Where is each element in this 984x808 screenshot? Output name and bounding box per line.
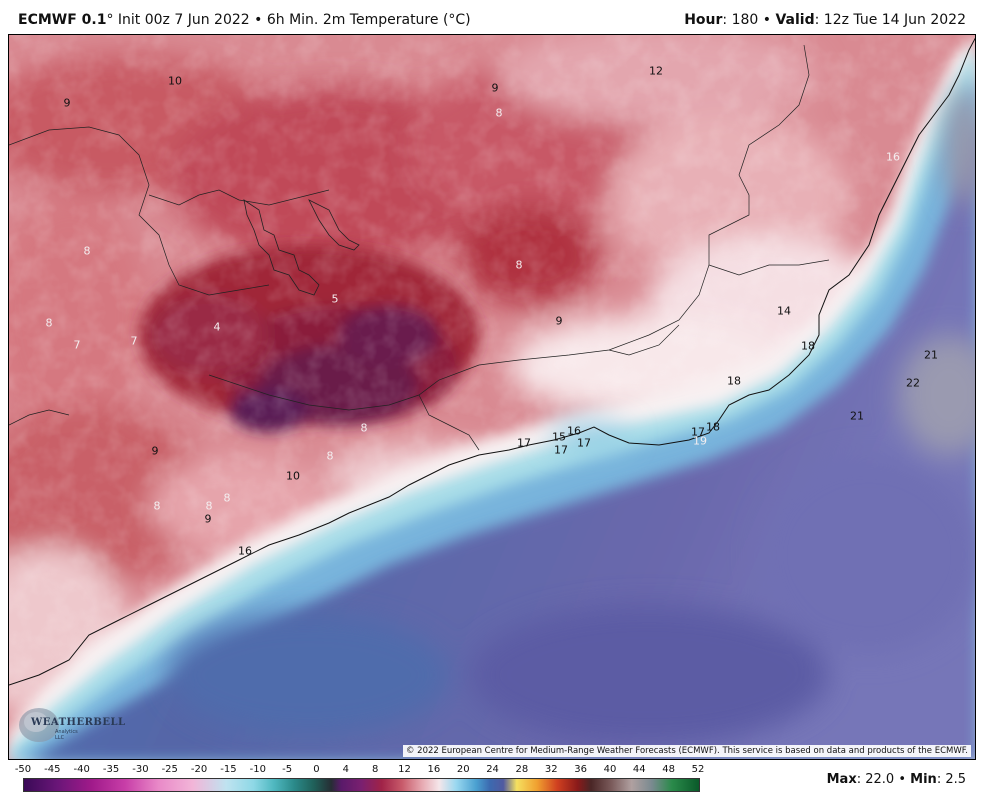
colorbar-tick-label: 0 <box>313 764 320 775</box>
contour-label: 18 <box>801 339 815 353</box>
contour-label: 8 <box>153 499 161 513</box>
contour-label: 16 <box>567 424 581 438</box>
colorbar-tick-label: 4 <box>342 764 349 775</box>
map-header: ECMWF 0.1° Init 00z 7 Jun 2022 • 6h Min.… <box>0 0 984 34</box>
contour-label: 8 <box>205 499 213 513</box>
sea-field <box>32 121 975 759</box>
contour-label: 16 <box>238 544 252 558</box>
valid-time-info: Hour: 180 • Valid: 12z Tue 14 Jun 2022 <box>684 12 966 28</box>
contour-label: 21 <box>924 348 938 362</box>
contour-label: 8 <box>515 258 523 272</box>
contour-label: 8 <box>360 421 368 435</box>
valid-label: Valid <box>775 12 815 28</box>
hour-value: : 180 <box>722 12 759 28</box>
valid-value: : 12z Tue 14 Jun 2022 <box>814 12 966 28</box>
weatherbell-logo: WEATHERBELL Analytics LLC <box>15 701 125 745</box>
valid-separator: • <box>762 12 772 28</box>
colorbar-ticks: -50 -45 -40 -35 -30 -25 -20 -15 -10 -5 0 4 8 12 16 20 24… <box>8 764 728 778</box>
reservoir-outline <box>243 199 360 296</box>
contour-label: 18 <box>727 374 741 388</box>
colorbar-gradient <box>23 778 700 792</box>
contour-label: 17 <box>691 425 705 439</box>
colorbar-tick-label: 44 <box>632 764 646 775</box>
contour-label: 8 <box>326 449 334 463</box>
contour-label: 7 <box>130 334 138 348</box>
colorbar-tick-label: 20 <box>456 764 470 775</box>
colorbar-tick-label: -5 <box>282 764 293 775</box>
title-separator: • <box>254 12 263 28</box>
colorbar-tick-label: 32 <box>544 764 558 775</box>
colorbar-tick-label: 28 <box>515 764 529 775</box>
sea-patches <box>169 85 975 745</box>
colorbar-tick-label: 52 <box>691 764 705 775</box>
contour-label: 14 <box>777 304 791 318</box>
colorbar-tick-label: -25 <box>161 764 178 775</box>
min-value: : 2.5 <box>936 772 966 787</box>
map-title: ECMWF 0.1° Init 00z 7 Jun 2022 • 6h Min.… <box>18 12 471 28</box>
contour-label: 19 <box>693 434 707 448</box>
colorbar-tick-label: 36 <box>574 764 587 775</box>
colorbar-tick-label: 40 <box>603 764 617 775</box>
contour-label: 21 <box>850 409 864 423</box>
colorbar-tick-label: 8 <box>371 764 379 775</box>
coastline <box>9 37 975 686</box>
temperature-map: 10 9 9 12 8 16 8 8 5 4 8 7 7 9 14 18 21 22 18 21 8 8 9 10 17 15 16… <box>8 34 976 760</box>
contour-label: 16 <box>886 150 900 164</box>
model-name: ECMWF 0.1 <box>18 12 107 28</box>
colorbar-tick-label: 24 <box>486 764 499 775</box>
state-borders <box>9 44 830 451</box>
degree-symbol: ° <box>106 12 114 28</box>
contour-label: 15 <box>552 430 566 444</box>
init-time: Init 00z 7 Jun 2022 <box>117 12 250 28</box>
hour-label: Hour <box>684 12 723 28</box>
colorbar-tick-label: -35 <box>102 764 120 775</box>
max-min-stats: Max: 22.0 • Min: 2.5 <box>827 772 966 787</box>
contour-label: 17 <box>517 436 531 450</box>
contour-label: 9 <box>555 314 563 328</box>
contour-label: 9 <box>204 512 212 526</box>
contour-label: 22 <box>906 376 920 390</box>
colorbar-tick-label: -45 <box>44 764 61 775</box>
product-name: 6h Min. 2m Temperature (°C) <box>266 12 471 28</box>
logo-subtitle: Analytics LLC <box>55 729 78 741</box>
contour-label: 7 <box>73 338 81 352</box>
colorbar-tick-label: 16 <box>427 764 441 775</box>
temperature-field <box>9 35 975 759</box>
contour-label: 9 <box>491 81 499 95</box>
min-label: Min <box>910 772 937 787</box>
colorbar-tick-label: -10 <box>249 764 266 775</box>
contour-label: 9 <box>151 444 159 458</box>
contour-label: 17 <box>554 443 568 457</box>
contour-label: 8 <box>83 244 91 258</box>
colorbar-tick-label: -50 <box>14 764 32 775</box>
contour-label: 8 <box>495 106 503 120</box>
contour-label: 17 <box>577 436 591 450</box>
max-label: Max <box>826 772 857 787</box>
colorbar-tick-label: -30 <box>132 764 149 775</box>
colorbar-tick-label: 48 <box>662 764 676 775</box>
contour-label: 8 <box>45 316 53 330</box>
contour-label: 8 <box>223 491 231 505</box>
contour-label: 12 <box>649 64 663 78</box>
max-value: : 22.0 <box>856 772 895 787</box>
contour-label: 9 <box>63 96 71 110</box>
contour-label: 5 <box>331 292 339 306</box>
stats-separator: • <box>898 772 907 787</box>
colorbar-tick-label: 12 <box>398 764 411 775</box>
copyright-notice: © 2022 European Centre for Medium-Range … <box>402 745 971 757</box>
contour-label: 18 <box>706 420 720 434</box>
contour-label: 4 <box>213 320 221 334</box>
colorbar-legend: -50 -45 -40 -35 -30 -25 -20 -15 -10 -5 0 4 8 12 16 20 24… <box>8 762 728 808</box>
colorbar-tick-label: -40 <box>73 764 90 775</box>
colorbar-tick-label: -15 <box>220 764 237 775</box>
colorbar-tick-label: -20 <box>190 764 208 775</box>
contour-label: 10 <box>286 469 300 483</box>
contour-label: 10 <box>168 74 182 88</box>
logo-wordmark: WEATHERBELL <box>31 717 126 728</box>
